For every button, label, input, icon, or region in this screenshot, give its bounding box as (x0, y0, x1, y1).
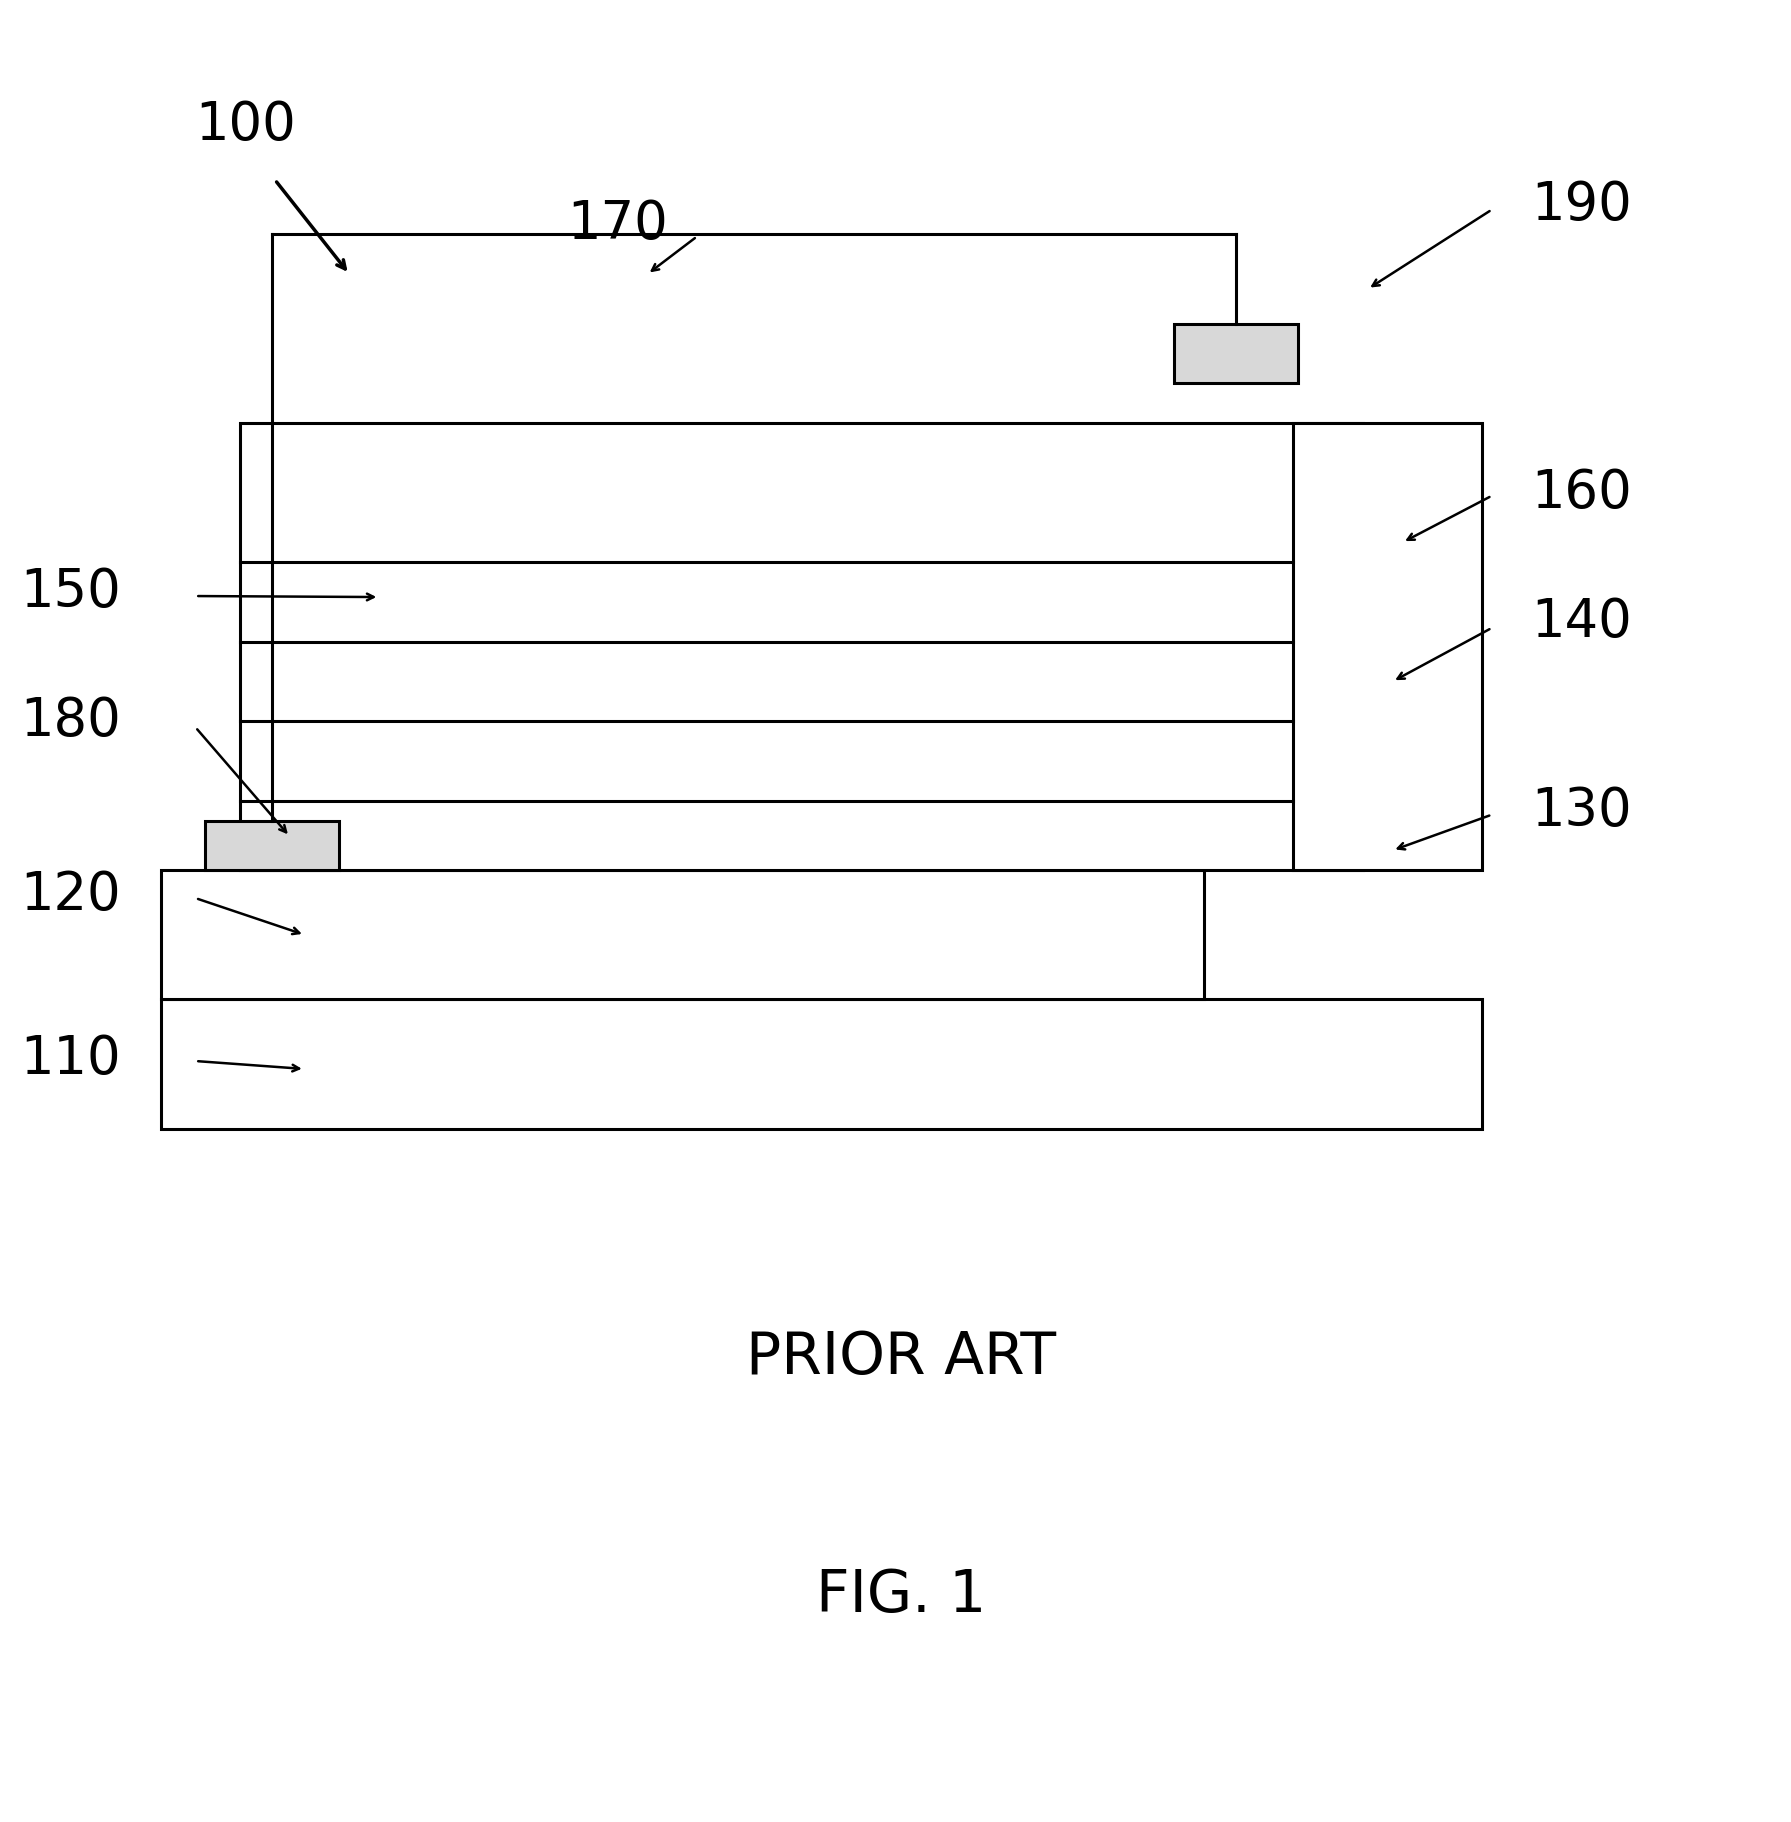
Bar (161, 1000, 1481, 1128)
Text: FIG. 1: FIG. 1 (815, 1567, 985, 1623)
Text: 120: 120 (20, 869, 120, 922)
Text: 140: 140 (1531, 596, 1632, 649)
Text: 150: 150 (20, 567, 120, 618)
Text: 170: 170 (568, 199, 668, 250)
Text: PRIOR ART: PRIOR ART (745, 1328, 1057, 1385)
Bar (240, 423, 1363, 871)
Bar (206, 820, 340, 871)
Text: 100: 100 (195, 98, 296, 151)
Bar (161, 871, 1204, 1000)
Text: 110: 110 (20, 1033, 120, 1086)
Bar (1175, 324, 1298, 383)
Bar (1293, 423, 1481, 871)
Text: 160: 160 (1531, 466, 1632, 519)
Text: 180: 180 (20, 696, 120, 747)
Text: 130: 130 (1531, 785, 1632, 836)
Text: 190: 190 (1531, 179, 1632, 231)
